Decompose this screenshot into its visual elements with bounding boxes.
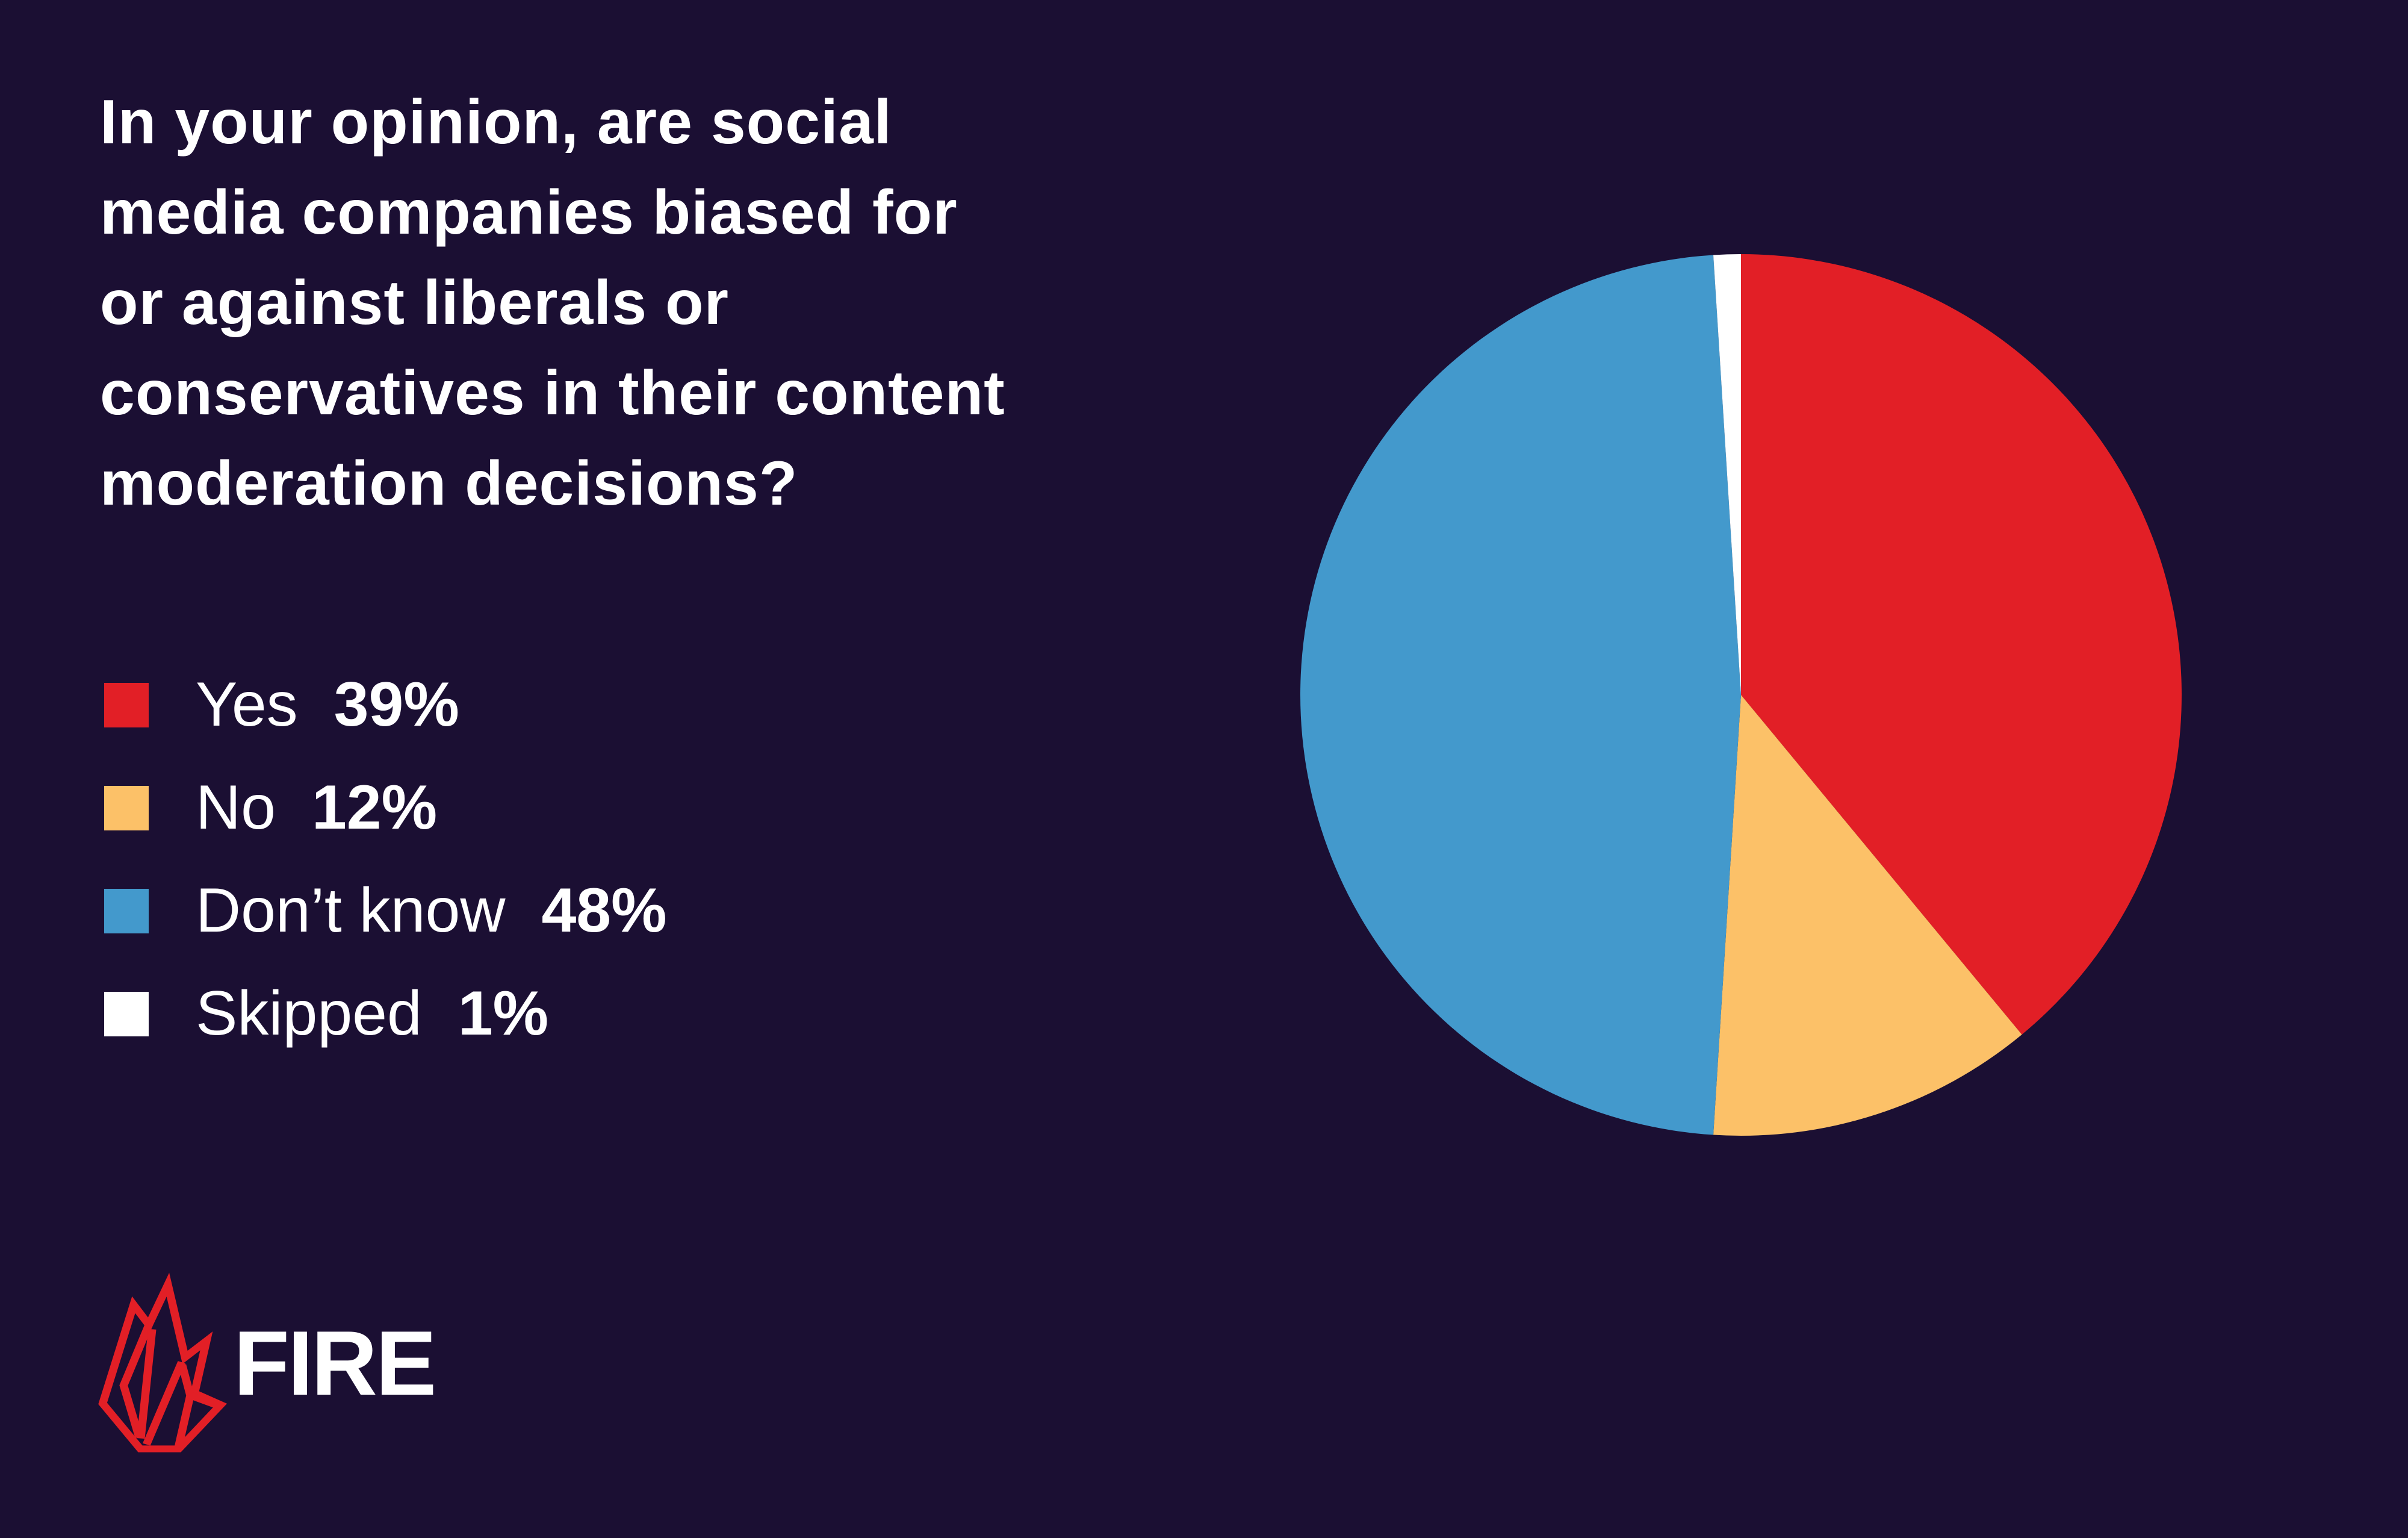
legend-swatch xyxy=(104,785,149,830)
legend-label: Yes xyxy=(196,670,298,739)
legend-label: Don’t know xyxy=(196,876,506,945)
pie-slice-skipped xyxy=(1713,254,1741,695)
legend-value: 12% xyxy=(311,773,438,842)
title-line: moderation decisions? xyxy=(100,449,798,518)
legend-swatch xyxy=(104,888,149,933)
chart-title: In your opinion, are social media compan… xyxy=(100,77,1005,529)
fire-flame-logo-icon xyxy=(98,1272,228,1452)
pie-slice-yes xyxy=(1741,254,2182,1035)
pie-slice-no xyxy=(1713,695,2022,1136)
legend-item-no: No 12% xyxy=(104,756,667,859)
fire-logo-text: FIRE xyxy=(234,1312,436,1415)
legend-value: 1% xyxy=(458,979,549,1048)
legend-swatch xyxy=(104,682,149,727)
legend-label: No xyxy=(196,773,276,842)
title-line: or against liberals or xyxy=(100,268,729,338)
title-line: conservatives in their content xyxy=(100,358,1005,428)
legend-item-skipped: Skipped 1% xyxy=(104,962,667,1065)
legend-item-yes: Yes 39% xyxy=(104,653,667,756)
legend-item-dont-know: Don’t know 48% xyxy=(104,859,667,962)
legend-value: 48% xyxy=(541,876,667,945)
title-line: media companies biased for xyxy=(100,178,958,248)
title-line: In your opinion, are social xyxy=(100,87,892,157)
legend-swatch xyxy=(104,991,149,1036)
legend-label: Skipped xyxy=(196,979,422,1048)
legend: Yes 39% No 12% Don’t know 48% Skipped 1% xyxy=(104,653,667,1065)
legend-value: 39% xyxy=(334,670,459,739)
pie-slice-don-t-know xyxy=(1300,255,1741,1135)
